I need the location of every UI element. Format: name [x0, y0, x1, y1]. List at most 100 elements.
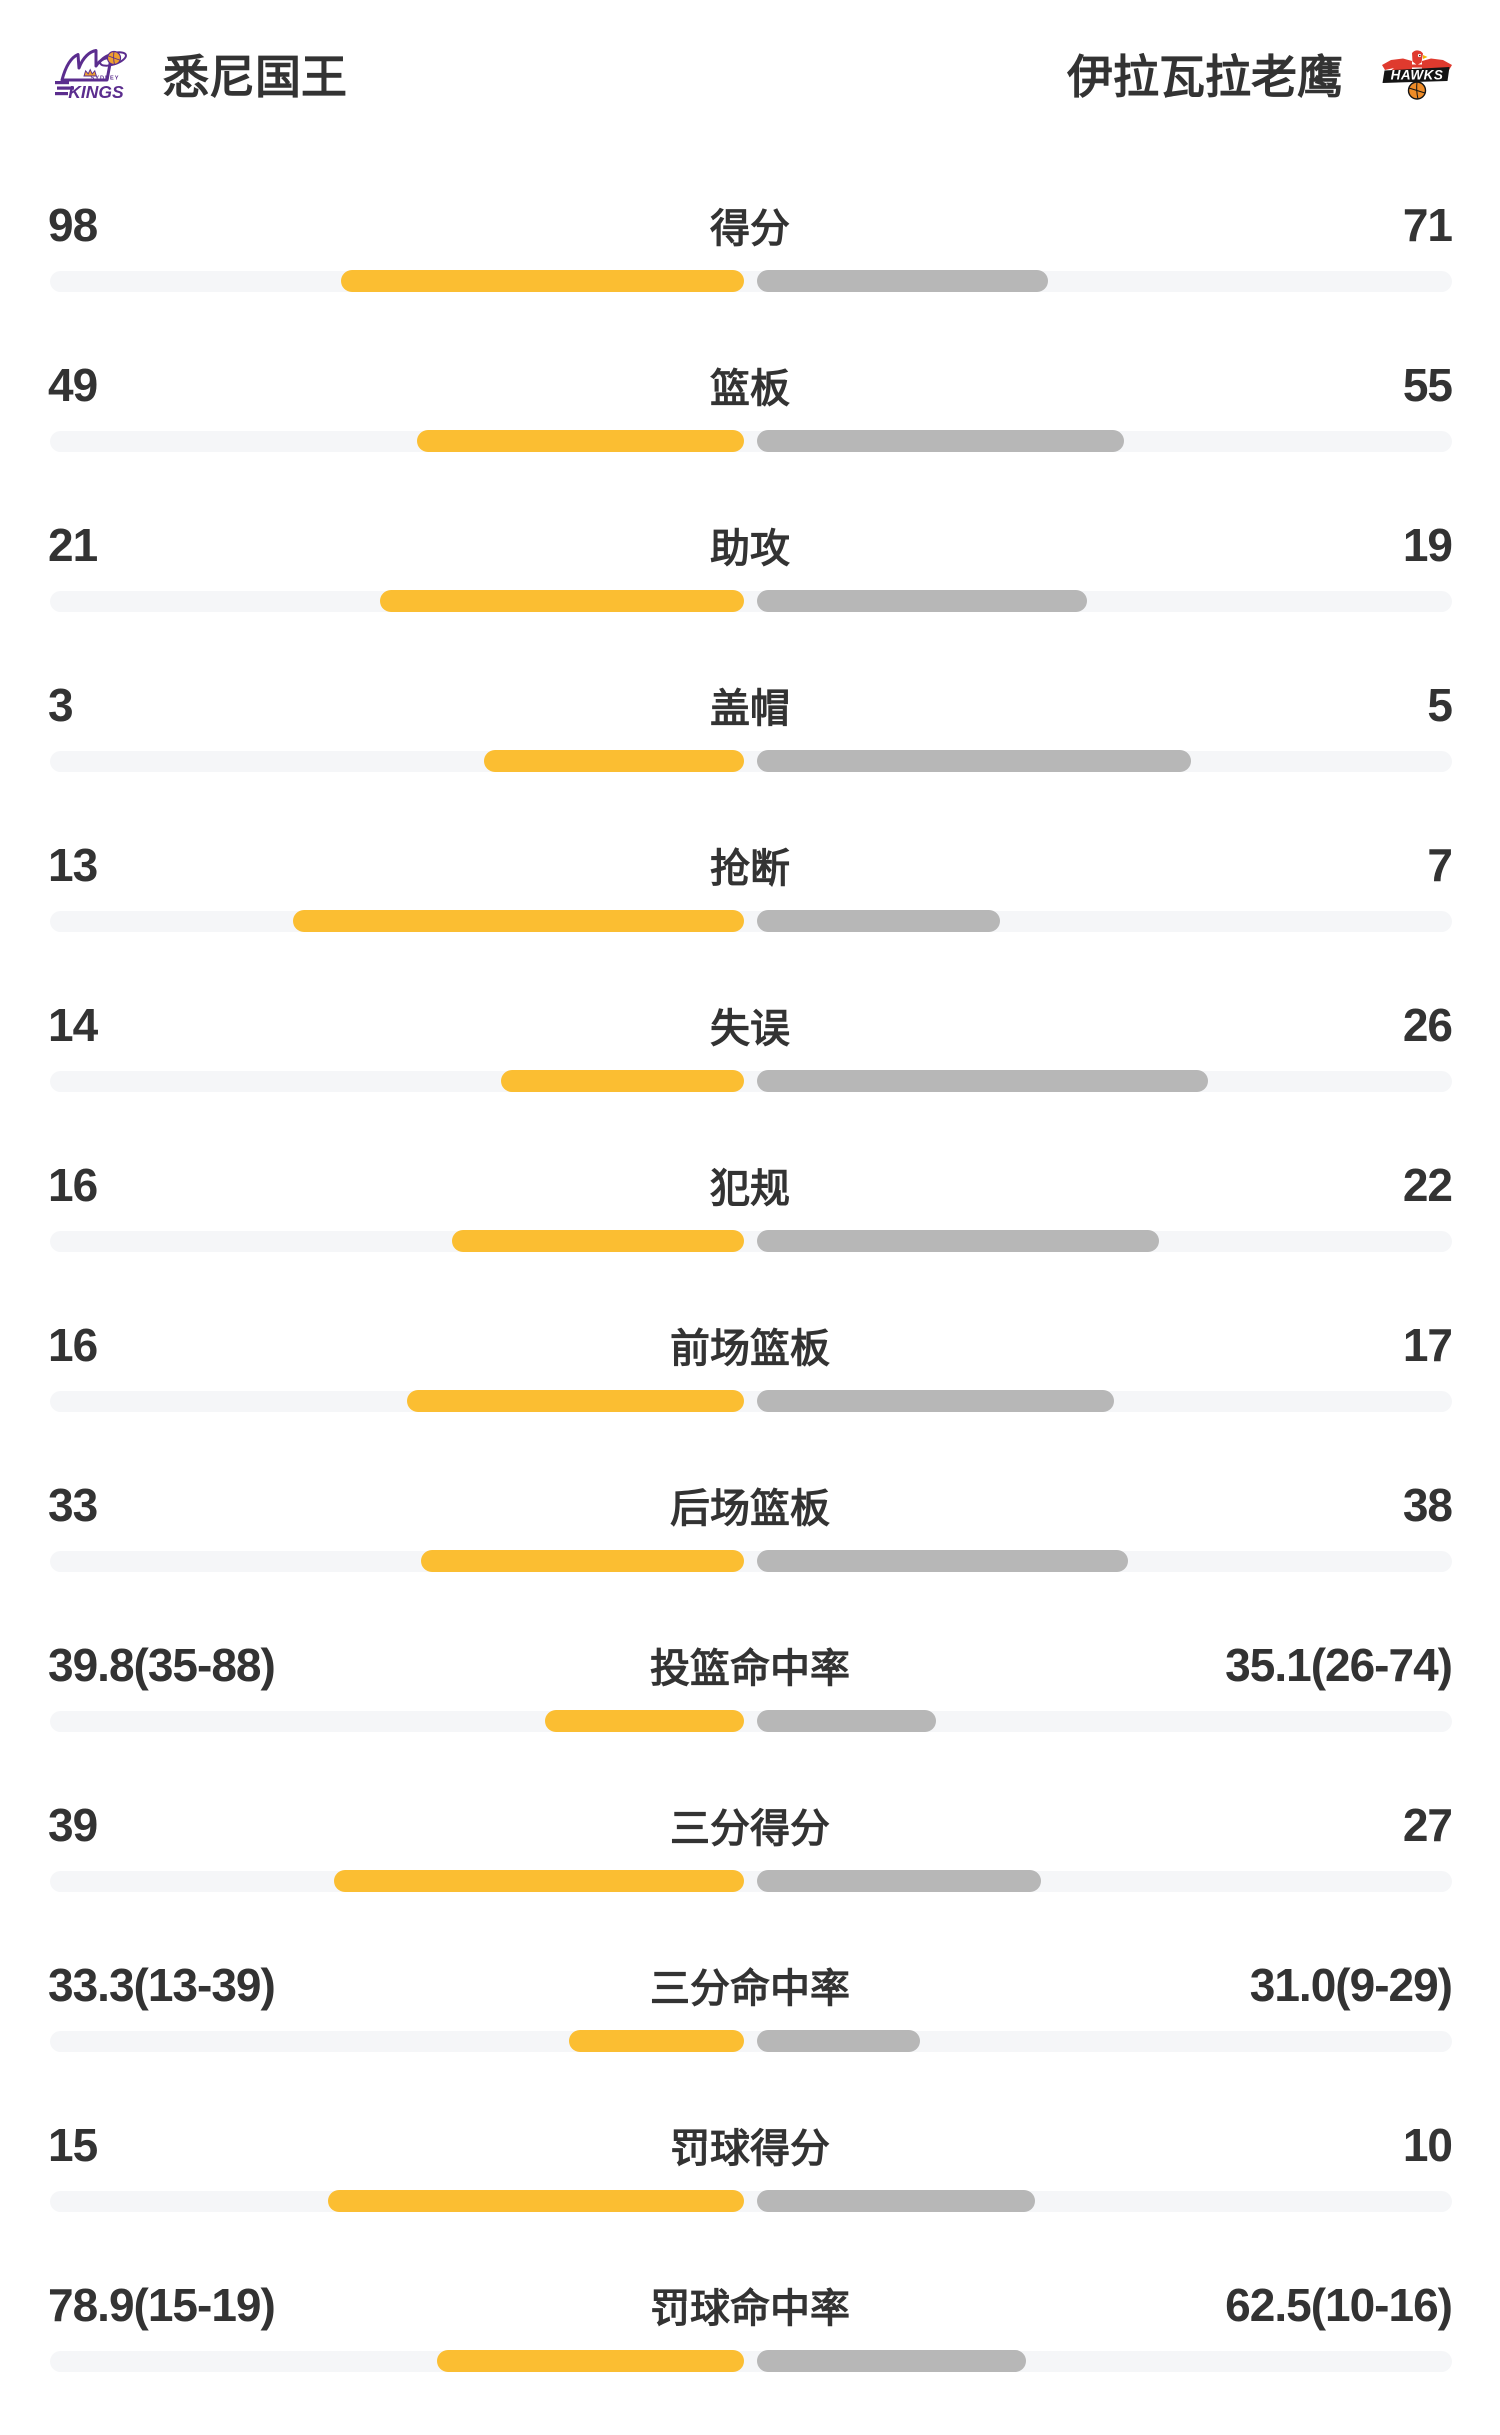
- stat-line: 21 助攻 19: [0, 515, 1500, 575]
- home-stat-bar: [334, 1870, 744, 1892]
- stat-row: 33.3(13-39) 三分命中率 31.0(9-29): [0, 1955, 1500, 2115]
- away-stat-value: 17: [1402, 1319, 1453, 1371]
- stat-line: 39 三分得分 27: [0, 1795, 1500, 1855]
- away-stat-value: 35.1(26-74): [1225, 1639, 1453, 1691]
- away-stat-bar: [757, 2190, 1035, 2212]
- home-stat-value: 14: [48, 999, 98, 1051]
- away-stat-bar: [757, 1870, 1041, 1892]
- stat-label: 投篮命中率: [650, 1647, 850, 1691]
- stat-line: 78.9(15-19) 罚球命中率 62.5(10-16): [0, 2275, 1500, 2335]
- home-stat-bar: [437, 2350, 744, 2372]
- stat-label: 罚球命中率: [650, 2287, 850, 2331]
- away-stat-bar: [757, 1390, 1114, 1412]
- stat-bar-track: [50, 271, 1452, 292]
- home-stat-bar: [380, 590, 744, 612]
- away-stat-bar: [757, 750, 1191, 772]
- stat-label: 篮板: [710, 367, 790, 411]
- stat-line: 3 盖帽 5: [0, 675, 1500, 735]
- stat-label: 三分命中率: [650, 1967, 850, 2011]
- stat-label: 盖帽: [710, 687, 790, 731]
- away-stat-value: 62.5(10-16): [1225, 2279, 1453, 2331]
- stat-line: 49 篮板 55: [0, 355, 1500, 415]
- stat-line: 13 抢断 7: [0, 835, 1500, 895]
- home-team[interactable]: SYDNEY KINGS 悉尼国王: [55, 41, 347, 107]
- stat-line: 98 得分 71: [0, 195, 1500, 255]
- away-stat-value: 22: [1402, 1159, 1453, 1211]
- away-stat-value: 31.0(9-29): [1249, 1959, 1453, 2011]
- stat-label: 助攻: [710, 527, 790, 571]
- stat-bar-track: [50, 1551, 1452, 1572]
- home-stat-value: 49: [48, 359, 98, 411]
- stat-label: 后场篮板: [670, 1487, 830, 1531]
- away-team-name: 伊拉瓦拉老鹰: [1067, 51, 1343, 103]
- stat-bar-track: [50, 1711, 1452, 1732]
- away-stat-value: 7: [1427, 839, 1453, 891]
- away-stat-bar: [757, 1070, 1208, 1092]
- stat-row: 39.8(35-88) 投篮命中率 35.1(26-74): [0, 1635, 1500, 1795]
- home-stat-bar: [407, 1390, 744, 1412]
- stat-row: 98 得分 71: [0, 195, 1500, 355]
- away-team[interactable]: 伊拉瓦拉老鹰 HAWKS: [1067, 41, 1455, 107]
- stat-bar-track: [50, 2031, 1452, 2052]
- home-stat-value: 33.3(13-39): [48, 1959, 276, 2011]
- svg-text:KINGS: KINGS: [68, 82, 124, 100]
- away-stat-bar: [757, 430, 1124, 452]
- stat-row: 33 后场篮板 38: [0, 1475, 1500, 1635]
- home-stat-bar: [341, 270, 744, 292]
- home-stat-bar: [501, 1070, 744, 1092]
- home-stat-bar: [293, 910, 744, 932]
- stat-bar-track: [50, 751, 1452, 772]
- match-stats-header: SYDNEY KINGS 悉尼国王 伊拉瓦拉老鹰 HAWKS: [0, 38, 1500, 110]
- stat-row: 14 失误 26: [0, 995, 1500, 1155]
- home-stat-value: 98: [48, 199, 98, 251]
- stat-row: 13 抢断 7: [0, 835, 1500, 995]
- stat-bar-track: [50, 2351, 1452, 2372]
- stat-label: 失误: [710, 1007, 790, 1051]
- stat-bar-track: [50, 2191, 1452, 2212]
- away-stat-value: 27: [1402, 1799, 1453, 1851]
- stat-bar-track: [50, 911, 1452, 932]
- home-stat-value: 78.9(15-19): [48, 2279, 276, 2331]
- home-stat-value: 39: [48, 1799, 98, 1851]
- home-stat-value: 13: [48, 839, 98, 891]
- svg-text:SYDNEY: SYDNEY: [90, 76, 119, 82]
- home-stat-value: 33: [48, 1479, 98, 1531]
- away-stat-value: 19: [1402, 519, 1453, 571]
- stat-line: 33 后场篮板 38: [0, 1475, 1500, 1535]
- stat-label: 三分得分: [670, 1807, 830, 1851]
- home-stat-value: 3: [48, 679, 74, 731]
- home-stat-value: 21: [48, 519, 98, 571]
- home-stat-bar: [328, 2190, 744, 2212]
- away-stat-bar: [757, 2350, 1026, 2372]
- stat-row: 16 犯规 22: [0, 1155, 1500, 1315]
- illawarra-hawks-logo-icon: HAWKS: [1379, 48, 1455, 100]
- stat-bar-track: [50, 1391, 1452, 1412]
- home-stat-value: 15: [48, 2119, 98, 2171]
- stat-row: 49 篮板 55: [0, 355, 1500, 515]
- away-stat-value: 38: [1402, 1479, 1453, 1531]
- home-stat-value: 39.8(35-88): [48, 1639, 276, 1691]
- stat-bar-track: [50, 591, 1452, 612]
- stat-label: 前场篮板: [670, 1327, 830, 1371]
- home-stat-bar: [452, 1230, 744, 1252]
- away-stat-bar: [757, 2030, 920, 2052]
- home-stat-value: 16: [48, 1319, 98, 1371]
- stat-label: 抢断: [710, 847, 790, 891]
- svg-text:HAWKS: HAWKS: [1391, 68, 1444, 83]
- stat-row: 21 助攻 19: [0, 515, 1500, 675]
- away-stat-value: 26: [1402, 999, 1453, 1051]
- away-stat-value: 10: [1402, 2119, 1453, 2171]
- stat-label: 得分: [710, 207, 790, 251]
- home-stat-bar: [569, 2030, 744, 2052]
- home-stat-bar: [484, 750, 744, 772]
- away-stat-bar: [757, 1230, 1159, 1252]
- stat-line: 14 失误 26: [0, 995, 1500, 1055]
- stat-row: 78.9(15-19) 罚球命中率 62.5(10-16): [0, 2275, 1500, 2435]
- home-stat-bar: [421, 1550, 744, 1572]
- stat-bar-track: [50, 1871, 1452, 1892]
- stat-bar-track: [50, 431, 1452, 452]
- away-stat-value: 55: [1402, 359, 1453, 411]
- stat-bar-track: [50, 1071, 1452, 1092]
- home-stat-bar: [545, 1710, 744, 1732]
- stat-row: 15 罚球得分 10: [0, 2115, 1500, 2275]
